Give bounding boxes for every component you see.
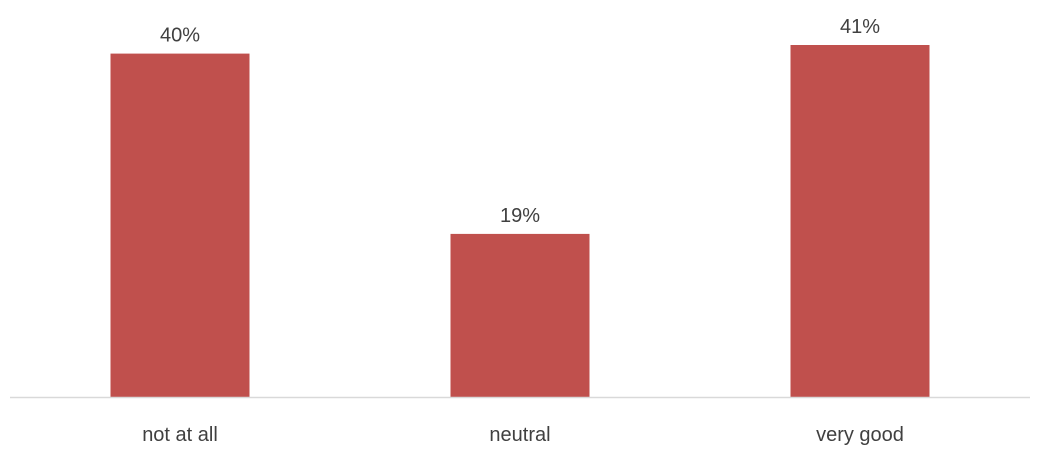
- bar-neutral: [450, 233, 590, 397]
- x-tick-label-not-at-all: not at all: [142, 424, 218, 446]
- x-tick-label-neutral: neutral: [489, 424, 550, 446]
- data-label-very-good: 41%: [840, 16, 880, 38]
- data-label-neutral: 19%: [500, 205, 540, 227]
- x-tick-label-very-good: very good: [816, 424, 904, 446]
- data-labels-layer: 40% 19% 41%: [160, 16, 880, 227]
- x-tick-labels-layer: not at all neutral very good: [142, 424, 904, 446]
- bar-very-good: [790, 45, 930, 397]
- data-label-not-at-all: 40%: [160, 25, 200, 47]
- bars-layer: [110, 45, 930, 397]
- bar-not-at-all: [110, 53, 250, 397]
